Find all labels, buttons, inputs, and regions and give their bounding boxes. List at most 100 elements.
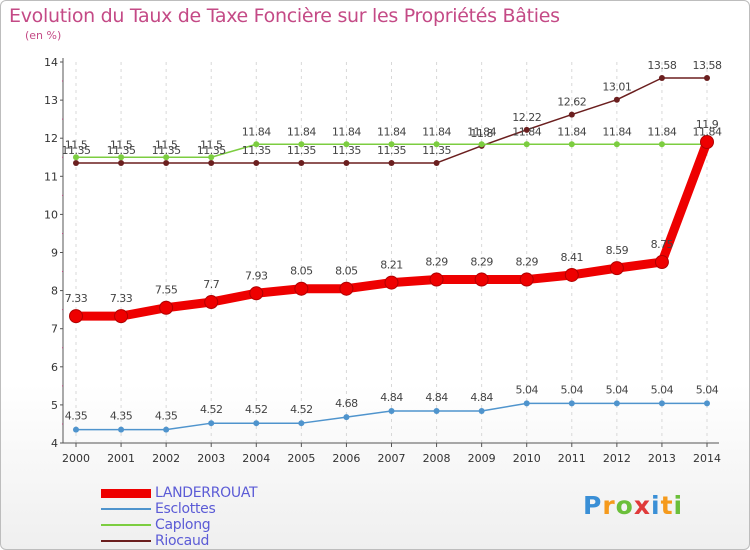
y-tick-label: 6: [51, 361, 58, 374]
data-point-landerrouat: [564, 267, 579, 282]
data-point-caplong: [73, 154, 79, 161]
data-label-riocaud: 11.35: [152, 144, 181, 157]
data-point-riocaud: [118, 159, 125, 166]
data-point-landerrouat: [204, 295, 219, 310]
data-point-esclottes: [433, 407, 440, 414]
data-label-esclottes: 4.84: [380, 391, 403, 404]
legend-swatch: [101, 540, 151, 542]
legend-label: Riocaud: [155, 533, 210, 549]
data-label-landerrouat: 8.05: [335, 265, 358, 278]
data-label-caplong: 11.84: [377, 125, 406, 138]
data-label-esclottes: 5.04: [651, 383, 674, 396]
data-label-landerrouat: 8.29: [425, 256, 448, 269]
data-point-landerrouat: [159, 300, 174, 315]
data-point-esclottes: [568, 400, 575, 407]
proxiti-logo: Proxiti: [583, 491, 683, 520]
data-label-caplong: 11.84: [242, 125, 271, 138]
data-point-esclottes: [208, 420, 215, 427]
data-point-landerrouat: [114, 309, 129, 324]
y-tick-label: 4: [51, 437, 58, 450]
data-label-landerrouat: 8.29: [515, 256, 538, 269]
data-label-landerrouat: 7.93: [245, 269, 268, 282]
data-point-riocaud: [433, 159, 440, 166]
data-label-caplong: 11.5: [155, 138, 178, 151]
data-point-caplong: [478, 141, 485, 148]
data-label-landerrouat: 8.41: [561, 251, 584, 264]
data-point-esclottes: [253, 420, 260, 427]
legend-label: Caplong: [155, 517, 211, 533]
data-point-caplong: [613, 141, 620, 148]
data-point-riocaud: [73, 159, 79, 166]
data-point-caplong: [658, 141, 665, 148]
data-label-landerrouat: 8.75: [651, 238, 674, 251]
x-tick-label: 2000: [62, 452, 90, 465]
y-tick-label: 8: [51, 285, 58, 298]
data-point-esclottes: [704, 400, 710, 407]
data-label-riocaud: 13.01: [602, 81, 631, 94]
data-label-riocaud: 11.35: [287, 144, 316, 157]
legend-swatch: [101, 488, 151, 498]
data-label-landerrouat: 8.05: [290, 265, 313, 278]
x-tick-label: 2002: [152, 452, 180, 465]
y-tick-label: 10: [44, 208, 58, 221]
data-label-landerrouat: 8.21: [380, 259, 403, 272]
legend-label: Esclottes: [155, 501, 216, 517]
data-point-riocaud: [253, 159, 260, 166]
x-tick-label: 2009: [468, 452, 496, 465]
data-label-landerrouat: 7.55: [155, 284, 178, 297]
x-tick-label: 2004: [242, 452, 270, 465]
data-point-esclottes: [118, 426, 125, 433]
data-label-riocaud: 11.35: [242, 144, 271, 157]
data-label-esclottes: 4.84: [470, 391, 493, 404]
x-tick-label: 2003: [197, 452, 225, 465]
data-point-riocaud: [523, 126, 530, 133]
data-point-riocaud: [298, 159, 305, 166]
data-point-caplong: [568, 141, 575, 148]
x-tick-label: 2007: [378, 452, 406, 465]
data-label-riocaud: 12.22: [512, 111, 541, 124]
logo-letter: x: [633, 491, 651, 520]
data-point-caplong: [208, 154, 215, 161]
data-label-riocaud: 12.62: [557, 96, 586, 109]
data-point-landerrouat: [384, 275, 399, 290]
unit-label: (en %): [25, 29, 62, 42]
data-label-esclottes: 5.04: [696, 383, 719, 396]
y-tick-label: 7: [51, 323, 58, 336]
data-label-landerrouat: 8.59: [606, 244, 629, 257]
data-label-landerrouat: 7.7: [203, 278, 219, 291]
data-label-riocaud: 13.58: [693, 59, 722, 72]
data-label-caplong: 11.5: [200, 138, 223, 151]
data-label-esclottes: 4.35: [155, 410, 178, 423]
data-point-riocaud: [388, 159, 395, 166]
x-tick-label: 2006: [332, 452, 360, 465]
data-point-landerrouat: [519, 272, 534, 287]
data-point-riocaud: [658, 75, 665, 82]
data-point-riocaud: [343, 159, 350, 166]
data-label-esclottes: 4.52: [245, 403, 268, 416]
data-label-caplong: 11.84: [332, 125, 361, 138]
data-label-esclottes: 4.35: [110, 410, 133, 423]
data-point-landerrouat: [654, 255, 669, 270]
legend-swatch: [101, 524, 151, 526]
data-label-riocaud: 11.35: [422, 144, 451, 157]
data-label-riocaud: 11.35: [107, 144, 136, 157]
data-label-esclottes: 4.84: [425, 391, 448, 404]
data-label-landerrouat: 8.29: [470, 256, 493, 269]
data-label-riocaud: 11.35: [377, 144, 406, 157]
data-label-esclottes: 4.52: [200, 403, 223, 416]
data-point-landerrouat: [609, 261, 624, 276]
data-point-riocaud: [568, 111, 575, 118]
y-tick-label: 5: [51, 399, 58, 412]
y-tick-label: 13: [44, 94, 58, 107]
data-point-landerrouat: [249, 286, 264, 301]
logo-letter: i: [651, 491, 661, 520]
data-point-riocaud: [613, 96, 620, 103]
data-label-landerrouat: 7.33: [65, 292, 88, 305]
data-point-caplong: [433, 141, 440, 148]
data-label-esclottes: 4.35: [65, 410, 88, 423]
data-point-caplong: [388, 141, 395, 148]
data-point-caplong: [298, 141, 305, 148]
data-point-riocaud: [208, 159, 215, 166]
data-point-landerrouat: [429, 272, 444, 287]
